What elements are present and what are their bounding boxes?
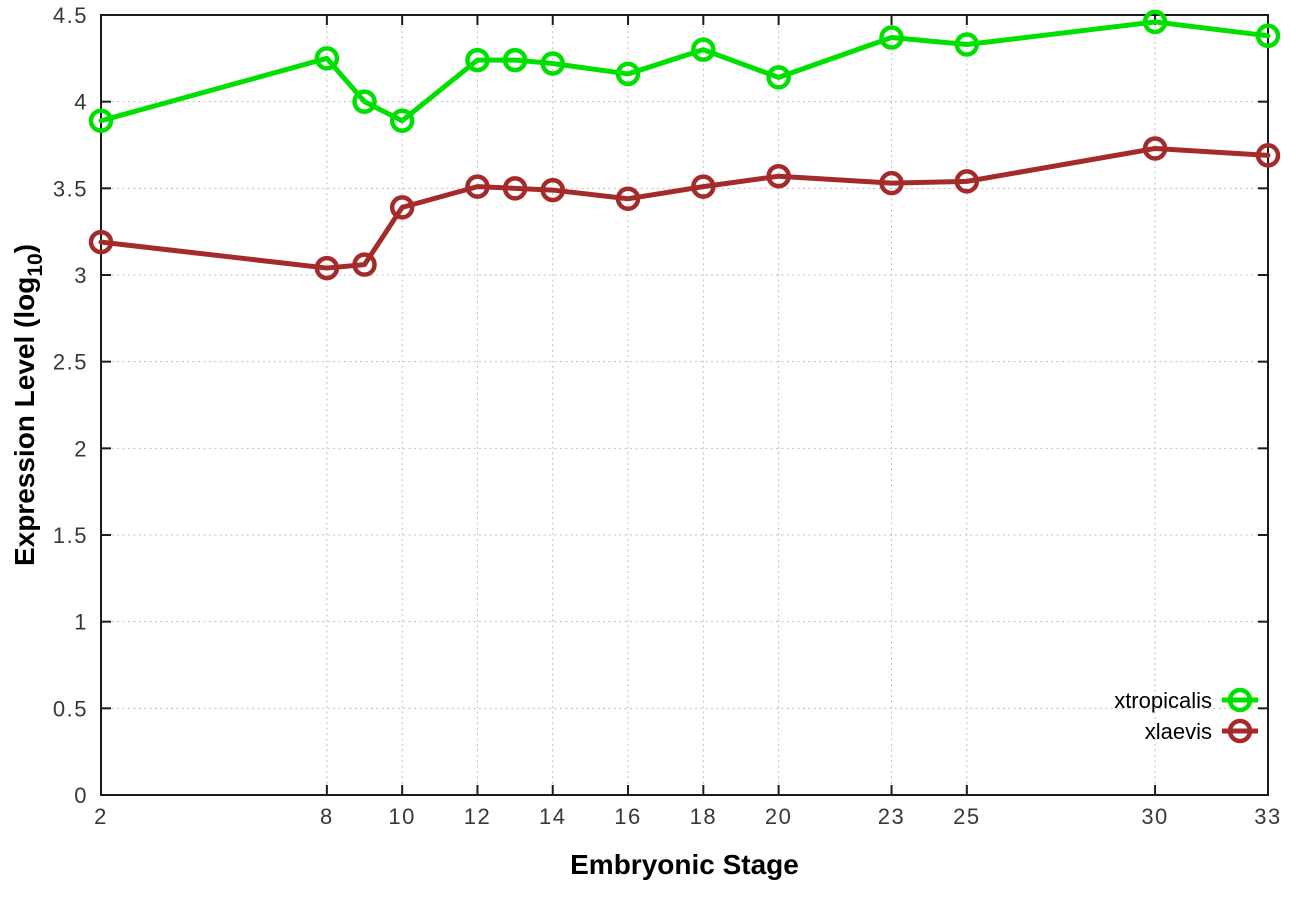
y-tick-label: 2.5 xyxy=(53,350,88,375)
x-tick-label: 12 xyxy=(464,804,491,829)
data-point-marker xyxy=(954,32,980,57)
y-tick-label: 4.5 xyxy=(53,3,88,28)
y-tick-label: 3.5 xyxy=(53,176,88,201)
data-point-marker xyxy=(389,108,415,133)
x-tick-label: 2 xyxy=(94,804,108,829)
legend-sample-marker xyxy=(1227,718,1253,744)
data-point-marker xyxy=(766,65,791,90)
y-tick-label: 1 xyxy=(74,610,88,635)
series-line xyxy=(98,19,1271,124)
data-point-marker xyxy=(954,169,980,194)
data-point-marker xyxy=(1255,143,1281,168)
x-tick-label: 30 xyxy=(1141,804,1168,829)
y-tick-label: 2 xyxy=(74,436,88,461)
plot-border xyxy=(100,14,1269,796)
x-tick-label: 33 xyxy=(1254,804,1281,829)
data-point-marker xyxy=(389,195,415,220)
data-point-marker xyxy=(502,47,528,73)
y-tick-labels: 0 0.5 1 1.5 2 2.5 3 3.5 4 4.5 xyxy=(53,3,88,808)
y-tick-label: 4 xyxy=(74,90,88,115)
legend-label-xtropicalis: xtropicalis xyxy=(1114,688,1212,713)
legend: xtropicalis xlaevis xyxy=(1114,687,1258,744)
data-point-marker xyxy=(314,255,340,281)
x-tick-label: 8 xyxy=(320,804,334,829)
data-point-marker xyxy=(465,174,490,199)
data-point-marker xyxy=(691,37,716,62)
data-point-marker xyxy=(540,51,565,76)
y-tick-label: 1.5 xyxy=(53,523,88,548)
y-axis-title: Expression Level (log10) xyxy=(9,244,47,566)
x-tick-label: 23 xyxy=(878,804,905,829)
x-tick-label: 10 xyxy=(388,804,415,829)
data-point-marker xyxy=(691,174,716,199)
y-tick-label: 0 xyxy=(74,783,88,808)
data-point-marker xyxy=(766,163,791,189)
data-point-marker xyxy=(615,61,641,87)
data-point-marker xyxy=(1142,9,1168,35)
y-tick-label: 0.5 xyxy=(53,696,88,721)
x-tick-labels: 2 8 10 12 14 16 18 20 23 25 30 33 xyxy=(94,804,1281,829)
legend-sample-marker xyxy=(1227,687,1253,713)
data-point-marker xyxy=(879,170,904,196)
data-point-marker xyxy=(879,25,904,50)
x-tick-label: 20 xyxy=(765,804,792,829)
data-point-marker xyxy=(1142,136,1168,161)
x-tick-label: 18 xyxy=(690,804,717,829)
data-point-marker xyxy=(615,186,641,211)
data-point-marker xyxy=(88,229,114,255)
data-point-marker xyxy=(502,176,528,201)
x-tick-label: 14 xyxy=(539,804,566,829)
data-point-marker xyxy=(352,252,377,277)
y-tick-label: 3 xyxy=(74,263,88,288)
data-point-marker xyxy=(352,89,377,114)
series-xtropicalis xyxy=(88,9,1281,133)
data-point-marker xyxy=(540,177,565,203)
series-xlaevis xyxy=(88,136,1281,281)
data-point-marker xyxy=(314,46,340,71)
data-point-marker xyxy=(465,47,490,73)
data-point-marker xyxy=(1255,23,1281,49)
legend-label-xlaevis: xlaevis xyxy=(1145,719,1212,744)
x-tick-label: 25 xyxy=(953,804,980,829)
x-tick-label: 16 xyxy=(614,804,641,829)
data-point-marker xyxy=(88,108,114,133)
x-axis-title: Embryonic Stage xyxy=(570,849,799,880)
